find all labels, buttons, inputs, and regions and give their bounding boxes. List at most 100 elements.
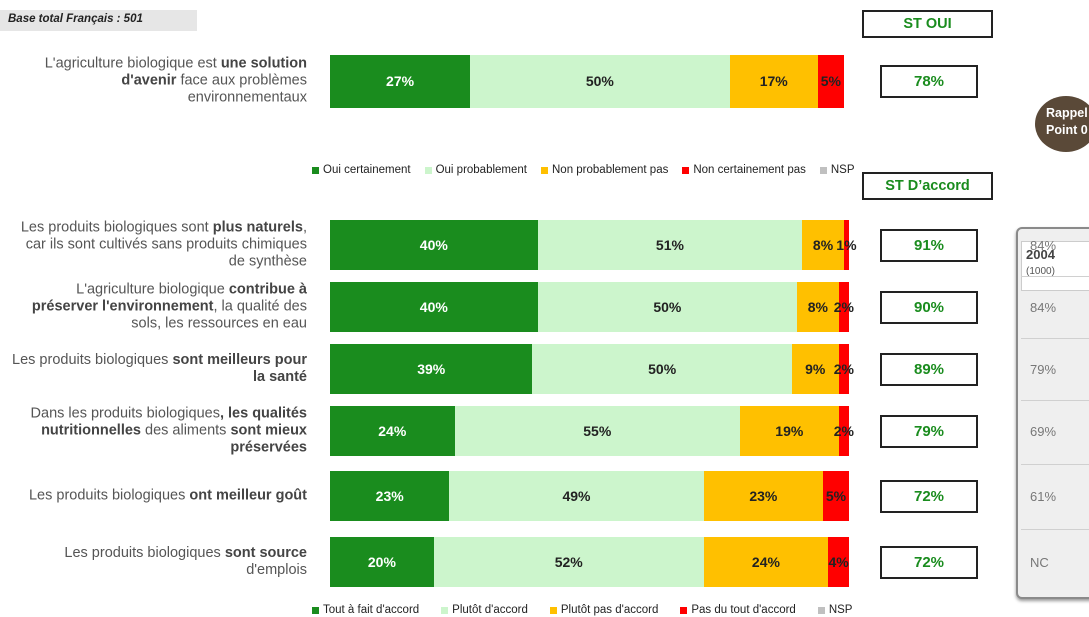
legend-item: Oui certainement (312, 164, 411, 176)
value-label: 50% (585, 73, 614, 89)
legend-label: Tout à fait d'accord (323, 604, 420, 616)
label-part: Les produits biologiques (28, 487, 190, 504)
rappel-value: 79% (1030, 362, 1057, 377)
rappel-separator (1021, 276, 1089, 277)
legend-item: Pas du tout d'accord (680, 604, 796, 616)
legend-label: Oui certainement (323, 164, 411, 176)
legend-item: Plutôt pas d'accord (549, 604, 659, 616)
legend-item: Oui probablement (424, 164, 527, 176)
value-label: 40% (419, 237, 448, 253)
bar-segment: 1% (836, 220, 857, 270)
label-part: ont meilleur goût (189, 487, 307, 504)
bar-segment: 51% (537, 220, 803, 270)
bar-segment: 2% (834, 282, 854, 332)
label-part: Les produits biologiques sont (20, 219, 213, 236)
rappel-separator (1021, 463, 1089, 465)
label-part: des aliments (140, 422, 231, 439)
legend-item: NSP (819, 164, 855, 176)
value-label: 2% (833, 299, 854, 315)
value-label: 24% (751, 554, 780, 570)
legend-item: Non certainement pas (682, 164, 806, 176)
legend-label: Non certainement pas (693, 164, 806, 176)
value-label: 8% (807, 299, 828, 315)
bar-segment: 55% (454, 406, 740, 456)
value-label: 8% (812, 237, 834, 253)
bar-segment: 39% (330, 344, 533, 394)
bar-segment: 4% (828, 537, 849, 587)
category-label: Les produits biologiques sont meilleurs … (7, 352, 307, 386)
legend-item: NSP (817, 604, 853, 616)
rappel-separator (1021, 338, 1089, 339)
bar-segment: 50% (532, 344, 792, 394)
rappel-base: (1000) (1026, 266, 1055, 277)
label-part: L'agriculture biologique est (44, 55, 221, 72)
bar-segment: 19% (740, 406, 839, 456)
base-note: Base total Français : 501 (8, 13, 143, 25)
legend-label: Oui probablement (435, 164, 527, 176)
rappel-value: 69% (1030, 424, 1057, 439)
legend-swatch (680, 606, 688, 614)
value-label: 50% (653, 299, 682, 315)
category-label: Les produits biologiques sont source d'e… (7, 545, 307, 579)
bar-segment: 8% (797, 282, 839, 332)
bar-segment: 50% (537, 282, 798, 332)
bar-segment: 5% (823, 471, 849, 521)
value-label: 55% (583, 423, 612, 439)
label-part: sont source (224, 545, 307, 561)
bar-segment: 40% (330, 282, 538, 332)
legend-swatch (817, 606, 825, 614)
value-label: 5% (820, 73, 841, 89)
total-box: 89% (880, 353, 978, 386)
bar-segment: 52% (433, 537, 704, 587)
value-label: 2% (833, 423, 854, 439)
bar-segment: 20% (330, 537, 434, 587)
label-part: Les produits biologiques (12, 352, 173, 368)
label-part: Dans les produits biologiques (30, 405, 220, 422)
total-box: 90% (880, 291, 978, 324)
legend: Tout à fait d'accord Plutôt d'accord Plutô… (312, 604, 852, 616)
bar-segment: 9% (791, 344, 839, 394)
bar-segment: 27% (330, 54, 471, 108)
value-label: 24% (378, 423, 407, 439)
rappel-separator (1021, 529, 1089, 530)
bar-segment: 24% (330, 406, 455, 456)
bar-segment: 17% (729, 54, 818, 108)
rappel-separator (1021, 400, 1089, 401)
value-label: 9% (805, 361, 826, 377)
label-part: contribue à préserver l'environnement (31, 281, 307, 315)
total-box: 91% (880, 229, 978, 262)
legend-swatch (541, 166, 548, 174)
legend-label: NSP (830, 164, 855, 176)
value-label: 39% (417, 361, 446, 377)
label-part: Les produits biologiques (64, 545, 225, 561)
label-part: sont mieux préservées (230, 422, 307, 456)
total-box: 79% (880, 415, 978, 448)
legend: Oui certainement Oui probablement Non prob… (312, 164, 855, 176)
bar-segment: 2% (834, 344, 854, 394)
legend-label: Non probablement pas (552, 164, 669, 176)
category-label: Les produits biologiques ont meilleur go… (7, 488, 307, 505)
legend-swatch (424, 166, 432, 174)
label-part: plus naturels (212, 219, 303, 236)
label-part: , car ils sont cultivés sans produits ch… (25, 219, 307, 270)
label-part: , les qualités nutritionnelles (41, 405, 307, 439)
bar-segment: 2% (834, 406, 854, 456)
label-part: sont meilleurs pour la santé (172, 352, 307, 385)
totals-header: ST OUI (862, 10, 993, 38)
legend-swatch (441, 606, 449, 614)
rappel-badge (1035, 96, 1089, 152)
bar-segment: 49% (449, 471, 704, 521)
category-label: Dans les produits biologiques, les quali… (7, 406, 307, 457)
legend-label: NSP (828, 604, 853, 616)
legend-label: Plutôt pas d'accord (560, 604, 659, 616)
value-label: 19% (775, 423, 804, 439)
rappel-value: 84% (1030, 238, 1057, 253)
bar-segment: 23% (330, 471, 450, 521)
bar-segment: 24% (703, 537, 829, 587)
value-label: 5% (825, 488, 847, 504)
label-part: une solution d'avenir (121, 55, 307, 89)
legend-swatch (819, 166, 827, 174)
legend-swatch (549, 606, 557, 614)
value-label: 1% (836, 237, 857, 253)
legend-label: Plutôt d'accord (452, 604, 528, 616)
